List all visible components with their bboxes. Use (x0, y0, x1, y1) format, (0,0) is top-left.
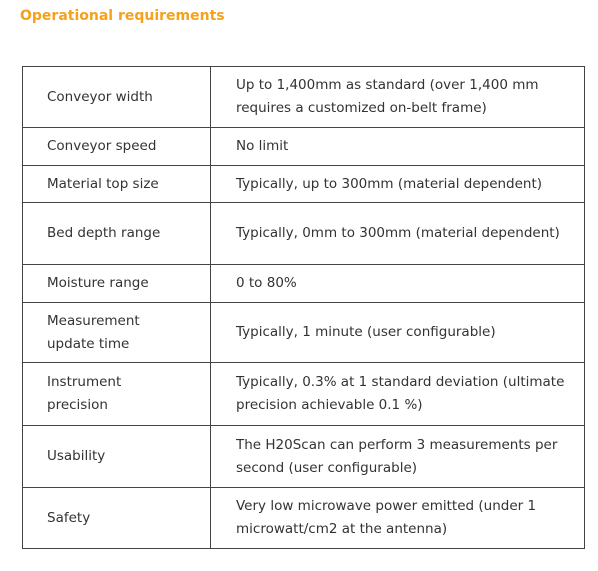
row-label: Conveyor width (22, 66, 211, 128)
row-value: Typically, up to 300mm (material depende… (210, 165, 585, 203)
row-label: Usability (22, 425, 211, 488)
row-value: 0 to 80% (210, 264, 585, 303)
row-label: Safety (22, 487, 211, 549)
table-row: Instrument precision Typically, 0.3% at 1… (22, 362, 585, 426)
row-value: Up to 1,400mm as standard (over 1,400 mm… (210, 66, 585, 128)
table-row: Conveyor width Up to 1,400mm as standard … (22, 66, 585, 128)
table-row: Bed depth range Typically, 0mm to 300mm (… (22, 202, 585, 265)
section-title: Operational requirements (20, 8, 225, 24)
table-row: Safety Very low microwave power emitted (… (22, 487, 585, 549)
row-label: Conveyor speed (22, 127, 211, 166)
row-label: Bed depth range (22, 202, 211, 265)
row-label: Instrument precision (22, 362, 211, 426)
row-value: Typically, 1 minute (user configurable) (210, 302, 585, 363)
table-row: Measurement update time Typically, 1 minu… (22, 302, 585, 363)
table-row: Material top size Typically, up to 300mm … (22, 165, 585, 203)
requirements-table: Conveyor width Up to 1,400mm as standard … (22, 66, 585, 549)
table-row: Moisture range 0 to 80% (22, 264, 585, 303)
table-row: Conveyor speed No limit (22, 127, 585, 166)
row-label: Moisture range (22, 264, 211, 303)
row-value: Typically, 0mm to 300mm (material depend… (210, 202, 585, 265)
row-value: The H20Scan can perform 3 measurements p… (210, 425, 585, 488)
row-value: No limit (210, 127, 585, 166)
row-label: Measurement update time (22, 302, 211, 363)
row-label: Material top size (22, 165, 211, 203)
row-value: Very low microwave power emitted (under … (210, 487, 585, 549)
row-value: Typically, 0.3% at 1 standard deviation … (210, 362, 585, 426)
table-row: Usability The H20Scan can perform 3 measu… (22, 425, 585, 488)
